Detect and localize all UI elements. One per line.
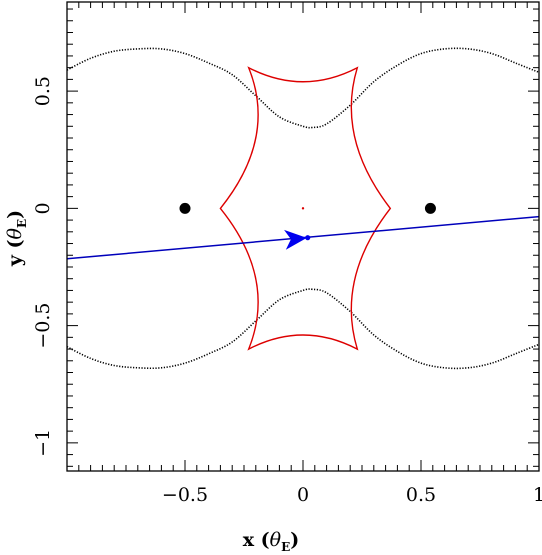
x-axis-var: x <box>243 529 255 551</box>
y-tick-label: −1 <box>32 429 54 457</box>
lens-1-point <box>179 202 191 214</box>
y-axis-unit-close: ) <box>4 210 26 219</box>
plot-inner <box>67 47 539 370</box>
x-axis-unit-close: ) <box>290 529 299 551</box>
y-axis-unit-symbol: θ <box>4 227 26 239</box>
x-tick-label: 0.5 <box>406 484 436 506</box>
critical-curve-lower <box>67 288 539 370</box>
x-axis-label: x (θE) <box>243 529 300 554</box>
curves-layer <box>67 47 539 370</box>
y-axis-unit-open: ( <box>4 239 26 255</box>
tick-labels-layer: −0.5 0 0.5 1 −1 −0.5 0 0.5 <box>32 76 542 506</box>
y-tick-label: 0 <box>32 202 54 214</box>
y-tick-label: 0.5 <box>32 76 54 106</box>
y-tick-label: −0.5 <box>32 303 54 349</box>
x-axis-unit-sub: E <box>281 540 290 554</box>
x-tick-label: 0 <box>297 484 309 506</box>
lens-2-point <box>424 202 436 214</box>
caustic-center-point <box>301 207 305 210</box>
ticks-layer <box>66 2 540 471</box>
direction-arrow-icon <box>284 229 307 250</box>
y-axis-label: y (θE) <box>4 210 29 267</box>
y-axis-unit-sub: E <box>15 219 29 228</box>
x-tick-label: −0.5 <box>162 484 208 506</box>
caustic-curve <box>219 66 392 351</box>
critical-curve-upper <box>67 47 539 129</box>
source-position-point <box>305 235 311 241</box>
y-axis-var: y <box>4 254 26 267</box>
x-axis-unit-open: ( <box>254 529 270 551</box>
x-tick-label: 1 <box>533 484 542 506</box>
x-axis-unit-symbol: θ <box>270 529 282 551</box>
